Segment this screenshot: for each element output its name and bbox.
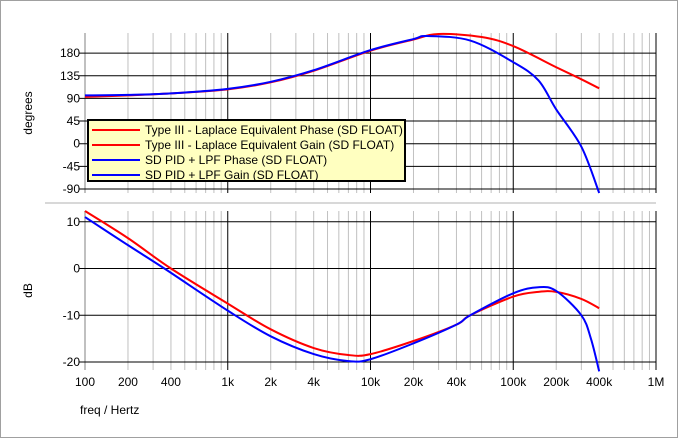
series-line xyxy=(84,216,601,372)
x-tick-label: 1k xyxy=(221,375,235,389)
x-tick-label: 400 xyxy=(161,375,181,389)
legend-label: SD PID + LPF Gain (SD FLOAT) xyxy=(145,168,318,182)
x-tick-label: 200 xyxy=(118,375,138,389)
x-tick-label: 1M xyxy=(648,375,665,389)
x-tick-label: 40k xyxy=(447,375,467,389)
x-tick-label: 20k xyxy=(404,375,424,389)
series-line xyxy=(84,210,600,357)
y-tick-label: -10 xyxy=(63,308,81,322)
series-line xyxy=(84,32,600,98)
x-tick-label: 2k xyxy=(264,375,278,389)
y-tick-label: 90 xyxy=(67,91,81,105)
y-tick-label: 45 xyxy=(67,114,81,128)
y-tick-label: -45 xyxy=(63,159,81,173)
x-axis-label: freq / Hertz xyxy=(80,403,139,417)
x-tick-label: 100 xyxy=(75,375,95,389)
x-tick-label: 10k xyxy=(361,375,381,389)
y-tick-label: -20 xyxy=(63,355,81,369)
y-axis-label: degrees xyxy=(21,91,35,134)
series-line xyxy=(84,34,601,194)
legend-box xyxy=(87,119,406,182)
x-tick-label: 4k xyxy=(307,375,321,389)
x-tick-label: 100k xyxy=(500,375,527,389)
y-tick-label: -90 xyxy=(63,182,81,196)
y-tick-label: 0 xyxy=(73,262,80,276)
y-tick-label: 180 xyxy=(60,46,80,60)
legend-label: Type III - Laplace Equivalent Phase (SD … xyxy=(145,123,403,137)
y-axis-label: dB xyxy=(21,283,35,298)
legend-label: Type III - Laplace Equivalent Gain (SD F… xyxy=(145,138,394,152)
y-tick-label: 135 xyxy=(60,69,80,83)
y-tick-label: 10 xyxy=(67,215,81,229)
legend: Type III - Laplace Equivalent Phase (SD … xyxy=(87,119,406,182)
x-tick-label: 400k xyxy=(586,375,613,389)
legend-label: SD PID + LPF Phase (SD FLOAT) xyxy=(145,153,327,167)
x-tick-label: 200k xyxy=(543,375,570,389)
y-tick-label: 0 xyxy=(73,137,80,151)
